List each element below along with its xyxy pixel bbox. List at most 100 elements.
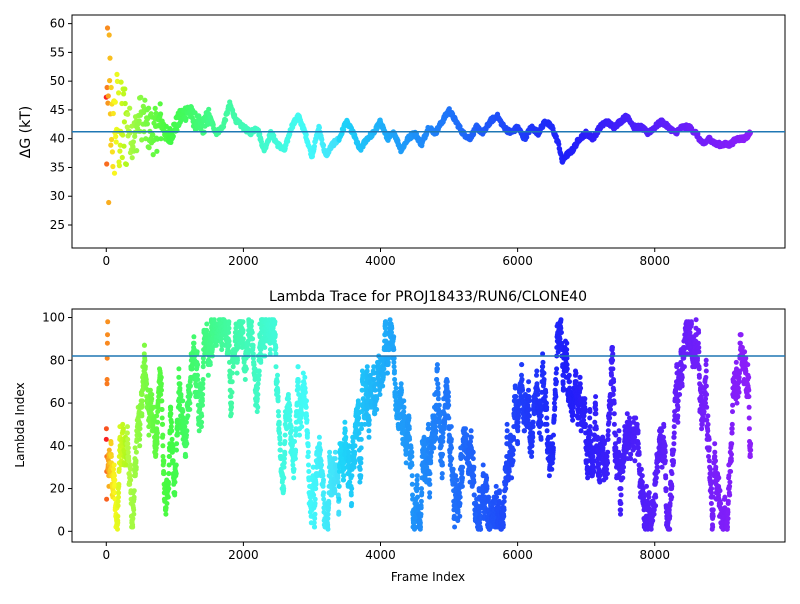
lambda-point [341, 478, 346, 483]
delta-g-point [117, 149, 122, 154]
lambda-point [272, 319, 277, 324]
lambda-point [427, 478, 432, 483]
lambda-point [206, 373, 211, 378]
lambda-point [457, 514, 462, 519]
lambda-point [125, 437, 130, 442]
lambda-point [494, 495, 499, 500]
lambda-point [276, 413, 281, 418]
lambda-point [116, 482, 121, 487]
lambda-point [402, 405, 407, 410]
lambda-point [380, 384, 385, 389]
lambda-point [277, 437, 282, 442]
lambda-point [551, 445, 556, 450]
lambda-point [137, 437, 142, 442]
delta-g-point [119, 80, 124, 85]
delta-g-point [121, 91, 126, 96]
lambda-point [154, 413, 159, 418]
delta-g-point [121, 144, 126, 149]
lambda-point [534, 373, 539, 378]
lambda-point [249, 324, 254, 329]
delta-g-point [321, 143, 326, 148]
lambda-point [130, 516, 135, 521]
lambda-point [143, 364, 148, 369]
lambda-point [188, 384, 193, 389]
lambda-point [520, 388, 525, 393]
lambda-point [125, 424, 130, 429]
lambda-point [273, 345, 278, 350]
lambda-point [312, 516, 317, 521]
lambda-point [177, 386, 182, 391]
delta-g-point [145, 121, 150, 126]
lambda-point [449, 445, 454, 450]
lambda-point [109, 441, 114, 446]
lambda-point [184, 428, 189, 433]
delta-g-point [114, 139, 119, 144]
lambda-point [185, 413, 190, 418]
lambda-point [452, 525, 457, 530]
lambda-point [283, 433, 288, 438]
lambda-point [564, 341, 569, 346]
lambda-point [510, 452, 515, 457]
lambda-point [105, 332, 110, 337]
lambda-point [302, 381, 307, 386]
lambda-point [226, 330, 231, 335]
lambda-point [227, 343, 232, 348]
lambda-point [138, 426, 143, 431]
lambda-point [304, 398, 309, 403]
lambda-point [326, 527, 331, 532]
lambda-point [419, 490, 424, 495]
y-tick-label: 60 [50, 17, 65, 31]
lambda-point [436, 392, 441, 397]
lambda-point [435, 381, 440, 386]
lambda-point [105, 319, 110, 324]
lambda-point [305, 418, 310, 423]
delta-g-point [116, 90, 121, 95]
lambda-point [277, 420, 282, 425]
lambda-point [112, 478, 117, 483]
lambda-point [392, 364, 397, 369]
lambda-point [127, 473, 132, 478]
lambda-point [250, 336, 255, 341]
lambda-point [513, 394, 518, 399]
lambda-point [401, 409, 406, 414]
lambda-point [357, 431, 362, 436]
y-tick-label: 25 [50, 218, 65, 232]
lambda-point [374, 407, 379, 412]
delta-g-point [117, 163, 122, 168]
lambda-point [520, 377, 525, 382]
lambda-point [175, 431, 180, 436]
lambda-point [199, 424, 204, 429]
lambda-point [515, 441, 520, 446]
lambda-point [172, 490, 177, 495]
lambda-point [469, 435, 474, 440]
lambda-point [112, 463, 117, 468]
lambda-point [346, 450, 351, 455]
lambda-point [142, 358, 147, 363]
lambda-point [219, 347, 224, 352]
lambda-point [126, 450, 131, 455]
delta-g-point [108, 143, 113, 148]
lambda-point [174, 441, 179, 446]
lambda-point [116, 495, 121, 500]
lambda-point [544, 416, 549, 421]
lambda-point [485, 484, 490, 489]
lambda-point [212, 317, 217, 322]
lambda-point [545, 428, 550, 433]
lambda-point [484, 475, 489, 480]
lambda-point [567, 379, 572, 384]
y-tick-label: 50 [50, 74, 65, 88]
lambda-point [457, 490, 462, 495]
delta-g-point [130, 155, 135, 160]
lambda-point [539, 437, 544, 442]
delta-g-point [123, 101, 128, 106]
lambda-point [133, 445, 138, 450]
lambda-point [166, 486, 171, 491]
lambda-point [303, 386, 308, 391]
lambda-point [394, 386, 399, 391]
lambda-point [552, 418, 557, 423]
lambda-point [117, 467, 122, 472]
lambda-point [519, 362, 524, 367]
lambda-point [542, 371, 547, 376]
lambda-point [131, 507, 136, 512]
